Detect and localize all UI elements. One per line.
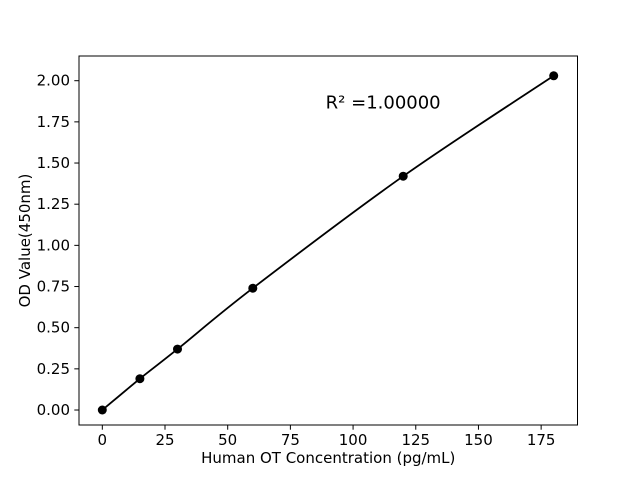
y-tick-label: 1.00: [37, 236, 70, 254]
y-tick-label: 1.75: [37, 113, 70, 131]
x-tick-label: 25: [155, 431, 174, 449]
data-point-marker: [248, 283, 258, 293]
data-point-marker: [549, 71, 559, 81]
y-axis-title: OD Value(450nm): [16, 174, 34, 308]
x-tick-label: 150: [464, 431, 493, 449]
x-tick-label: 100: [339, 431, 368, 449]
y-tick-label: 1.50: [37, 154, 70, 172]
x-tick-label: 175: [527, 431, 556, 449]
data-point-marker: [173, 344, 182, 354]
x-tick-label: 0: [98, 431, 108, 449]
y-tick-label: 1.25: [37, 195, 70, 213]
y-tick-label: 0.25: [37, 360, 70, 378]
y-tick-label: 0.75: [37, 278, 70, 296]
r-squared-annotation: R² =1.00000: [326, 93, 441, 114]
x-tick-label: 50: [218, 431, 237, 449]
x-tick-label: 75: [281, 431, 300, 449]
x-tick-label: 125: [401, 431, 430, 449]
plot-frame: [78, 55, 578, 426]
data-point-marker: [97, 405, 107, 415]
y-tick-label: 0.00: [37, 401, 70, 419]
data-point-marker: [135, 374, 145, 384]
data-point-marker: [398, 171, 408, 181]
x-axis-title: Human OT Concentration (pg/mL): [201, 449, 455, 467]
y-tick-label: 2.00: [37, 72, 70, 90]
y-tick-label: 0.50: [37, 319, 70, 337]
